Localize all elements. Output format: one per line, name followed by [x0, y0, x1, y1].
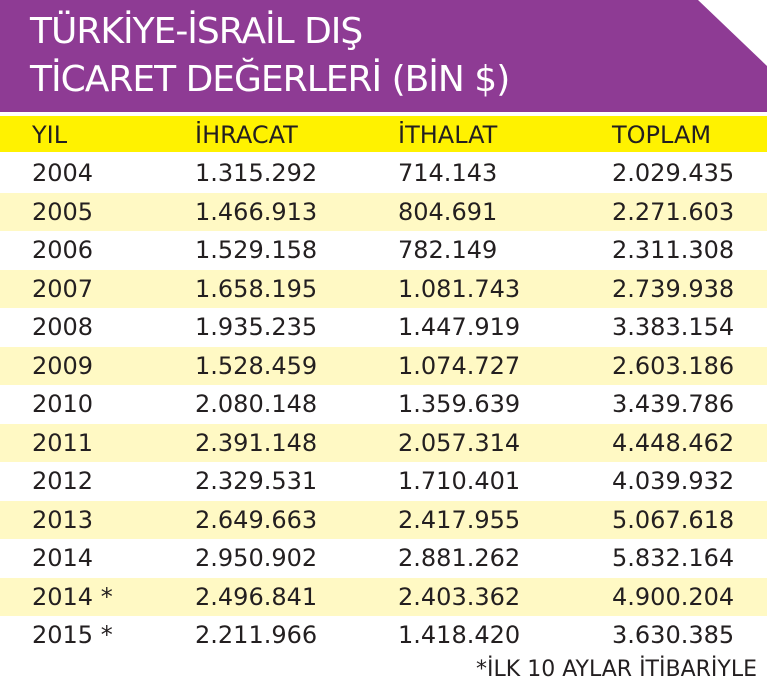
- cell-exports: 1.935.235: [195, 313, 318, 341]
- column-header-total: TOPLAM: [612, 121, 712, 149]
- table-row: 2014 * 2.496.841 2.403.362 4.900.204: [0, 577, 767, 616]
- cell-exports: 2.329.531: [195, 467, 318, 495]
- cell-total: 3.630.385: [612, 621, 735, 649]
- cell-imports: 1.418.420: [398, 621, 521, 649]
- cell-imports: 2.057.314: [398, 428, 521, 457]
- cell-exports: 2.950.902: [195, 544, 318, 572]
- cell-total: 2.603.186: [612, 351, 735, 380]
- table-row: 2014 2.950.902 2.881.262 5.832.164: [0, 539, 767, 578]
- cell-year: 2011: [32, 428, 94, 457]
- cell-total: 4.039.932: [612, 467, 735, 495]
- cell-year: 2014 *: [32, 582, 113, 611]
- cell-exports: 2.391.148: [195, 428, 318, 457]
- column-header-imports: İTHALAT: [398, 121, 498, 149]
- cell-exports: 2.080.148: [195, 390, 318, 418]
- cell-total: 4.448.462: [612, 428, 735, 457]
- table-row: 2015 * 2.211.966 1.418.420 3.630.385: [0, 616, 767, 655]
- footnote: *İLK 10 AYLAR İTİBARİYLE: [476, 657, 757, 682]
- table-row: 2008 1.935.235 1.447.919 3.383.154: [0, 308, 767, 347]
- cell-year: 2013: [32, 505, 94, 534]
- cell-year: 2006: [32, 236, 94, 264]
- cell-imports: 804.691: [398, 197, 498, 226]
- title-banner: TÜRKİYE-İSRAİL DIŞ TİCARET DEĞERLERİ (Bİ…: [0, 0, 767, 112]
- cell-imports: 714.143: [398, 159, 498, 187]
- cell-imports: 1.074.727: [398, 351, 521, 380]
- cell-total: 2.311.308: [612, 236, 735, 264]
- cell-imports: 2.403.362: [398, 582, 521, 611]
- cell-imports: 1.710.401: [398, 467, 521, 495]
- cell-year: 2008: [32, 313, 94, 341]
- cell-year: 2012: [32, 467, 94, 495]
- cell-exports: 1.315.292: [195, 159, 318, 187]
- cell-imports: 2.417.955: [398, 505, 521, 534]
- cell-year: 2009: [32, 351, 94, 380]
- table-row: 2005 1.466.913 804.691 2.271.603: [0, 192, 767, 231]
- cell-total: 2.029.435: [612, 159, 735, 187]
- cell-total: 4.900.204: [612, 582, 735, 611]
- column-header-exports: İHRACAT: [195, 121, 298, 149]
- table-row: 2007 1.658.195 1.081.743 2.739.938: [0, 269, 767, 308]
- cell-total: 2.271.603: [612, 197, 735, 226]
- cell-total: 3.439.786: [612, 390, 735, 418]
- column-header-year: YIL: [32, 121, 68, 149]
- table-body: 2004 1.315.292 714.143 2.029.435 2005 1.…: [0, 154, 767, 655]
- cell-year: 2007: [32, 274, 94, 303]
- table-row: 2004 1.315.292 714.143 2.029.435: [0, 154, 767, 193]
- cell-exports: 1.466.913: [195, 197, 318, 226]
- table-row: 2013 2.649.663 2.417.955 5.067.618: [0, 500, 767, 539]
- table-row: 2012 2.329.531 1.710.401 4.039.932: [0, 462, 767, 501]
- table-row: 2010 2.080.148 1.359.639 3.439.786: [0, 385, 767, 424]
- cell-total: 5.832.164: [612, 544, 735, 572]
- cell-imports: 782.149: [398, 236, 498, 264]
- cell-year: 2014: [32, 544, 94, 572]
- title-line-2: TİCARET DEĞERLERİ (BİN $): [30, 59, 510, 100]
- table-row: 2009 1.528.459 1.074.727 2.603.186: [0, 346, 767, 385]
- table-row: 2011 2.391.148 2.057.314 4.448.462: [0, 423, 767, 462]
- table-row: 2006 1.529.158 782.149 2.311.308: [0, 231, 767, 270]
- cell-imports: 1.081.743: [398, 274, 521, 303]
- cell-imports: 2.881.262: [398, 544, 521, 572]
- cell-exports: 1.529.158: [195, 236, 318, 264]
- cell-imports: 1.359.639: [398, 390, 521, 418]
- cell-exports: 2.211.966: [195, 621, 318, 649]
- cell-total: 5.067.618: [612, 505, 735, 534]
- cell-exports: 1.658.195: [195, 274, 318, 303]
- cell-year: 2010: [32, 390, 94, 418]
- title-line-1: TÜRKİYE-İSRAİL DIŞ: [30, 11, 363, 52]
- cell-imports: 1.447.919: [398, 313, 521, 341]
- cell-exports: 1.528.459: [195, 351, 318, 380]
- cell-total: 3.383.154: [612, 313, 735, 341]
- cell-exports: 2.496.841: [195, 582, 318, 611]
- cell-year: 2015 *: [32, 621, 113, 649]
- cell-exports: 2.649.663: [195, 505, 318, 534]
- table-header: YIL İHRACAT İTHALAT TOPLAM: [0, 116, 767, 152]
- cell-total: 2.739.938: [612, 274, 735, 303]
- cell-year: 2004: [32, 159, 94, 187]
- cell-year: 2005: [32, 197, 94, 226]
